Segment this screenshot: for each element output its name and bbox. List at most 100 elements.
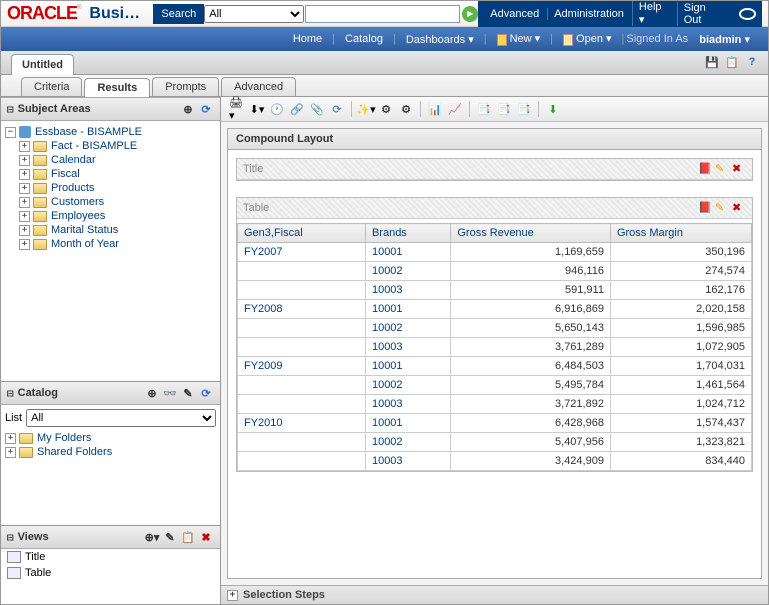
doc-tab-untitled[interactable]: Untitled	[11, 54, 74, 75]
views-edit-icon[interactable]: ✎	[162, 529, 178, 545]
administration-link[interactable]: Administration	[547, 8, 630, 20]
tree-item[interactable]: +Marital Status	[5, 223, 216, 237]
nav-catalog[interactable]: Catalog	[345, 33, 383, 45]
cell-fiscal[interactable]: FY2010	[238, 414, 366, 433]
selection-steps-header[interactable]: + Selection Steps	[221, 585, 768, 604]
tb-icon7[interactable]: ⚙	[378, 101, 394, 117]
search-go-icon[interactable]: ▶	[462, 6, 478, 22]
refresh-icon[interactable]: ⟳	[198, 101, 214, 117]
title-props-icon[interactable]: 📕	[698, 162, 712, 176]
catalog-icon1[interactable]: ⊕	[144, 385, 160, 401]
nav-open[interactable]: Open ▾	[563, 32, 612, 45]
cell-brand[interactable]: 10002	[365, 262, 450, 281]
user-menu[interactable]: biadmin ▾	[696, 33, 750, 46]
tb-icon4[interactable]: 🔗	[289, 101, 305, 117]
tb-icon3[interactable]: 🕐	[269, 101, 285, 117]
signout-link[interactable]: Sign Out	[677, 2, 731, 26]
catalog-refresh-icon[interactable]: ⟳	[198, 385, 214, 401]
tree-item[interactable]: +Customers	[5, 195, 216, 209]
tree-item[interactable]: +Employees	[5, 209, 216, 223]
collapse-icon[interactable]: ⊟	[7, 387, 14, 400]
tab-advanced[interactable]: Advanced	[221, 77, 296, 96]
tab-prompts[interactable]: Prompts	[152, 77, 219, 96]
tb-icon14[interactable]: ⬇	[545, 101, 561, 117]
tb-icon10[interactable]: 📈	[447, 101, 463, 117]
tb-icon8[interactable]: ⚙	[398, 101, 414, 117]
views-add-icon[interactable]: ⊕▾	[144, 529, 160, 545]
nav-dashboards[interactable]: Dashboards ▾	[406, 33, 474, 46]
print-icon[interactable]: 🖨▾	[229, 101, 245, 117]
search-input[interactable]	[305, 5, 460, 23]
tree-root[interactable]: −Essbase - BISAMPLE	[5, 125, 216, 139]
col-fiscal[interactable]: Gen3,Fiscal	[238, 224, 366, 243]
catalog-icon2[interactable]: 👓	[162, 385, 178, 401]
cell-brand[interactable]: 10003	[365, 452, 450, 471]
cell-brand[interactable]: 10001	[365, 357, 450, 376]
collapse-icon[interactable]: ⊟	[7, 103, 14, 116]
catalog-folder[interactable]: +Shared Folders	[5, 445, 216, 459]
cell-fiscal[interactable]: FY2009	[238, 357, 366, 376]
tab-results[interactable]: Results	[84, 78, 150, 97]
table-props-icon[interactable]: 📕	[698, 201, 712, 215]
nav-home[interactable]: Home	[293, 33, 322, 45]
table-remove-icon[interactable]: ✖	[732, 201, 746, 215]
cell-brand[interactable]: 10002	[365, 433, 450, 452]
col-gross-margin[interactable]: Gross Margin	[610, 224, 751, 243]
cell-brand[interactable]: 10003	[365, 281, 450, 300]
tb-icon9[interactable]: 📊	[427, 101, 443, 117]
tab-criteria[interactable]: Criteria	[21, 77, 82, 96]
tree-item[interactable]: +Products	[5, 181, 216, 195]
cell-brand[interactable]: 10002	[365, 319, 450, 338]
export-icon[interactable]: ⬇▾	[249, 101, 265, 117]
cell-fiscal[interactable]	[238, 319, 366, 338]
catalog-folder[interactable]: +My Folders	[5, 431, 216, 445]
collapse-icon[interactable]: ⊟	[7, 531, 14, 544]
cell-brand[interactable]: 10003	[365, 395, 450, 414]
save-icon[interactable]: 💾	[704, 54, 720, 70]
cell-fiscal[interactable]	[238, 452, 366, 471]
help-link[interactable]: Help ▾	[632, 1, 675, 26]
title-edit-icon[interactable]: ✎	[715, 162, 729, 176]
tree-item[interactable]: +Fact - BISAMPLE	[5, 139, 216, 153]
cell-brand[interactable]: 10001	[365, 300, 450, 319]
catalog-icon3[interactable]: ✎	[180, 385, 196, 401]
cell-fiscal[interactable]: FY2007	[238, 243, 366, 262]
cell-brand[interactable]: 10003	[365, 338, 450, 357]
help-icon[interactable]: ?	[744, 54, 760, 70]
views-copy-icon[interactable]: 📋	[180, 529, 196, 545]
tb-icon13[interactable]: 📑	[516, 101, 532, 117]
cell-brand[interactable]: 10002	[365, 376, 450, 395]
col-gross-revenue[interactable]: Gross Revenue	[451, 224, 611, 243]
nav-new[interactable]: New ▾	[497, 32, 541, 45]
advanced-link[interactable]: Advanced	[484, 8, 545, 20]
expand-icon[interactable]: +	[227, 590, 238, 601]
tree-item[interactable]: +Month of Year	[5, 237, 216, 251]
tree-item[interactable]: +Calendar	[5, 153, 216, 167]
add-subject-icon[interactable]: ⊕	[180, 101, 196, 117]
tb-icon12[interactable]: 📑	[496, 101, 512, 117]
cell-fiscal[interactable]	[238, 376, 366, 395]
view-item[interactable]: Table	[1, 565, 220, 581]
catalog-list-select[interactable]: All	[26, 409, 216, 427]
views-delete-icon[interactable]: ✖	[198, 529, 214, 545]
cell-fiscal[interactable]: FY2008	[238, 300, 366, 319]
cell-fiscal[interactable]	[238, 433, 366, 452]
tb-icon5[interactable]: 📎	[309, 101, 325, 117]
tb-icon11[interactable]: 📑	[476, 101, 492, 117]
saveas-icon[interactable]: 📋	[724, 54, 740, 70]
col-brands[interactable]: Brands	[365, 224, 450, 243]
tree-item[interactable]: +Fiscal	[5, 167, 216, 181]
cell-fiscal[interactable]	[238, 338, 366, 357]
new-view-icon[interactable]: ✨▾	[358, 101, 374, 117]
cell-brand[interactable]: 10001	[365, 414, 450, 433]
cell-fiscal[interactable]	[238, 395, 366, 414]
cell-fiscal[interactable]	[238, 262, 366, 281]
cell-margin: 1,072,905	[610, 338, 751, 357]
title-remove-icon[interactable]: ✖	[732, 162, 746, 176]
refresh-results-icon[interactable]: ⟳	[329, 101, 345, 117]
cell-brand[interactable]: 10001	[365, 243, 450, 262]
view-item[interactable]: Title	[1, 549, 220, 565]
table-edit-icon[interactable]: ✎	[715, 201, 729, 215]
search-scope-select[interactable]: All	[204, 5, 304, 23]
cell-fiscal[interactable]	[238, 281, 366, 300]
